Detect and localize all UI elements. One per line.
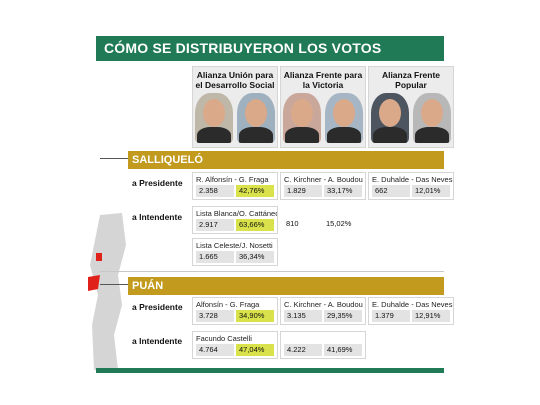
page-title: CÓMO SE DISTRIBUYERON LOS VOTOS — [96, 36, 444, 61]
vote-count: 2.358 — [196, 185, 234, 197]
vote-count: 1.379 — [372, 310, 410, 322]
result-cell: R. Alfonsín - G. Fraga 2.358 42,76% — [192, 172, 278, 200]
result-cell: Lista Celeste/J. Nosetti 1.665 36,34% — [192, 238, 278, 266]
vote-percent: 63,66% — [236, 219, 274, 231]
row-label-presidente: a Presidente — [132, 178, 183, 188]
result-cell: C. Kirchner - A. Boudou 1.829 33,17% — [280, 172, 366, 200]
result-cell: E. Duhalde - Das Neves 662 12,01% — [368, 172, 454, 200]
section-connector — [100, 158, 128, 159]
candidate-name: E. Duhalde - Das Neves — [372, 175, 453, 184]
alliance-header-ucr: Alianza Unión para el Desarrollo Social — [192, 66, 278, 148]
section-header-puan: PUÁN — [128, 277, 444, 295]
result-cell: Lista Blanca/O. Cattáneo 2.917 63,66% — [192, 206, 278, 234]
vote-count: 1.829 — [284, 185, 322, 197]
candidate-name — [281, 332, 365, 344]
result-cell: 4.222 41,69% — [280, 331, 366, 359]
alliance-header-fpv: Alianza Frente para la Victoria — [280, 66, 366, 148]
row-label-intendente: a Intendente — [132, 336, 183, 346]
vote-count: 4.222 — [284, 344, 322, 356]
section-header-salliquelo: SALLIQUELÓ — [128, 151, 444, 169]
candidate-portrait — [283, 93, 321, 143]
divider — [100, 271, 444, 272]
candidate-name: Alfonsín - G. Fraga — [196, 300, 260, 309]
map-silhouette — [90, 213, 126, 370]
vote-percent: 42,76% — [236, 185, 274, 197]
vote-count: 3.135 — [284, 310, 322, 322]
alliance-header-fp: Alianza Frente Popular — [368, 66, 454, 148]
result-cell: E. Duhalde - Das Neves 1.379 12,91% — [368, 297, 454, 325]
candidate-name: C. Kirchner - A. Boudou — [284, 175, 363, 184]
bottom-bar — [96, 368, 444, 373]
province-map — [88, 213, 126, 370]
candidate-name: E. Duhalde - Das Neves — [372, 300, 453, 309]
candidate-name — [280, 206, 366, 218]
alliance-name: Alianza Frente Popular — [381, 70, 441, 90]
vote-percent: 41,69% — [324, 344, 362, 356]
map-puan-marker — [88, 275, 100, 291]
candidate-name: C. Kirchner - A. Boudou — [284, 300, 363, 309]
vote-count: 3.728 — [196, 310, 234, 322]
candidate-portrait — [325, 93, 363, 143]
candidate-portrait — [371, 93, 409, 143]
map-salliquelo-marker — [96, 253, 102, 261]
alliance-name: Alianza Frente para la Victoria — [283, 70, 363, 90]
vote-percent: 36,34% — [236, 251, 274, 263]
candidate-portrait — [195, 93, 233, 143]
vote-count: 2.917 — [196, 219, 234, 231]
vote-percent: 15,02% — [326, 219, 352, 228]
vote-count: 810 — [286, 219, 299, 228]
candidate-portrait — [237, 93, 275, 143]
candidate-portrait — [413, 93, 451, 143]
vote-count: 1.665 — [196, 251, 234, 263]
candidate-name: Lista Celeste/J. Nosetti — [196, 241, 273, 250]
vote-count: 662 — [372, 185, 410, 197]
result-cell: Facundo Castelli 4.764 47,04% — [192, 331, 278, 359]
vote-percent: 33,17% — [324, 185, 362, 197]
vote-percent: 12,91% — [412, 310, 450, 322]
vote-percent: 47,04% — [236, 344, 274, 356]
row-label-presidente: a Presidente — [132, 302, 183, 312]
section-connector — [100, 284, 128, 285]
vote-percent: 29,35% — [324, 310, 362, 322]
vote-percent: 34,90% — [236, 310, 274, 322]
vote-percent: 12,01% — [412, 185, 450, 197]
vote-count: 4.764 — [196, 344, 234, 356]
candidate-name: R. Alfonsín - G. Fraga — [196, 175, 269, 184]
alliance-name: Alianza Unión para el Desarrollo Social — [195, 70, 275, 90]
result-cell: Alfonsín - G. Fraga 3.728 34,90% — [192, 297, 278, 325]
candidate-name: Lista Blanca/O. Cattáneo — [196, 209, 277, 218]
candidate-name: Facundo Castelli — [196, 334, 252, 343]
result-cell: 810 15,02% — [280, 206, 366, 232]
row-label-intendente: a Intendente — [132, 212, 183, 222]
result-cell: C. Kirchner - A. Boudou 3.135 29,35% — [280, 297, 366, 325]
